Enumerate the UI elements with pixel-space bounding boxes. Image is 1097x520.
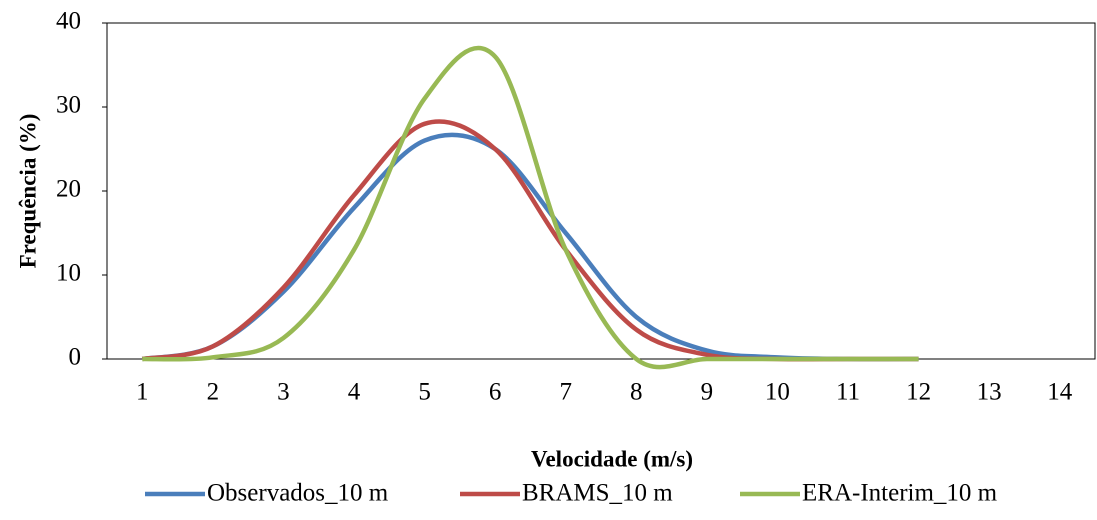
- x-tick-label: 9: [701, 379, 714, 406]
- y-tick-label: 0: [69, 344, 82, 371]
- legend-label: BRAMS_10 m: [522, 480, 673, 507]
- y-tick-label: 10: [56, 260, 81, 287]
- y-tick-label: 30: [56, 92, 81, 119]
- x-tick-label: 2: [207, 379, 220, 406]
- x-tick-label: 4: [348, 379, 361, 406]
- x-axis-title: Velocidade (m/s): [531, 446, 693, 471]
- x-tick-label: 13: [977, 379, 1002, 406]
- legend-label: ERA-Interim_10 m: [802, 480, 998, 507]
- x-tick-label: 3: [277, 379, 290, 406]
- series-line: [142, 45, 919, 370]
- x-tick-label: 11: [836, 379, 860, 406]
- plot-border: [106, 22, 1096, 360]
- x-tick-label: 7: [559, 379, 572, 406]
- y-axis-title: Frequência (%): [15, 114, 40, 269]
- x-tick-label: 8: [630, 379, 643, 406]
- x-tick-label: 5: [418, 379, 431, 406]
- y-tick-label: 40: [56, 8, 81, 35]
- y-tick-label: 20: [56, 176, 81, 203]
- x-tick-label: 14: [1047, 379, 1073, 406]
- x-tick-label: 10: [765, 379, 790, 406]
- series-line: [141, 132, 919, 362]
- x-tick-label: 12: [906, 379, 931, 406]
- x-tick-label: 6: [489, 379, 502, 406]
- legend-label: Observados_10 m: [207, 480, 389, 507]
- series-line: [141, 119, 919, 362]
- x-tick-label: 1: [136, 379, 149, 406]
